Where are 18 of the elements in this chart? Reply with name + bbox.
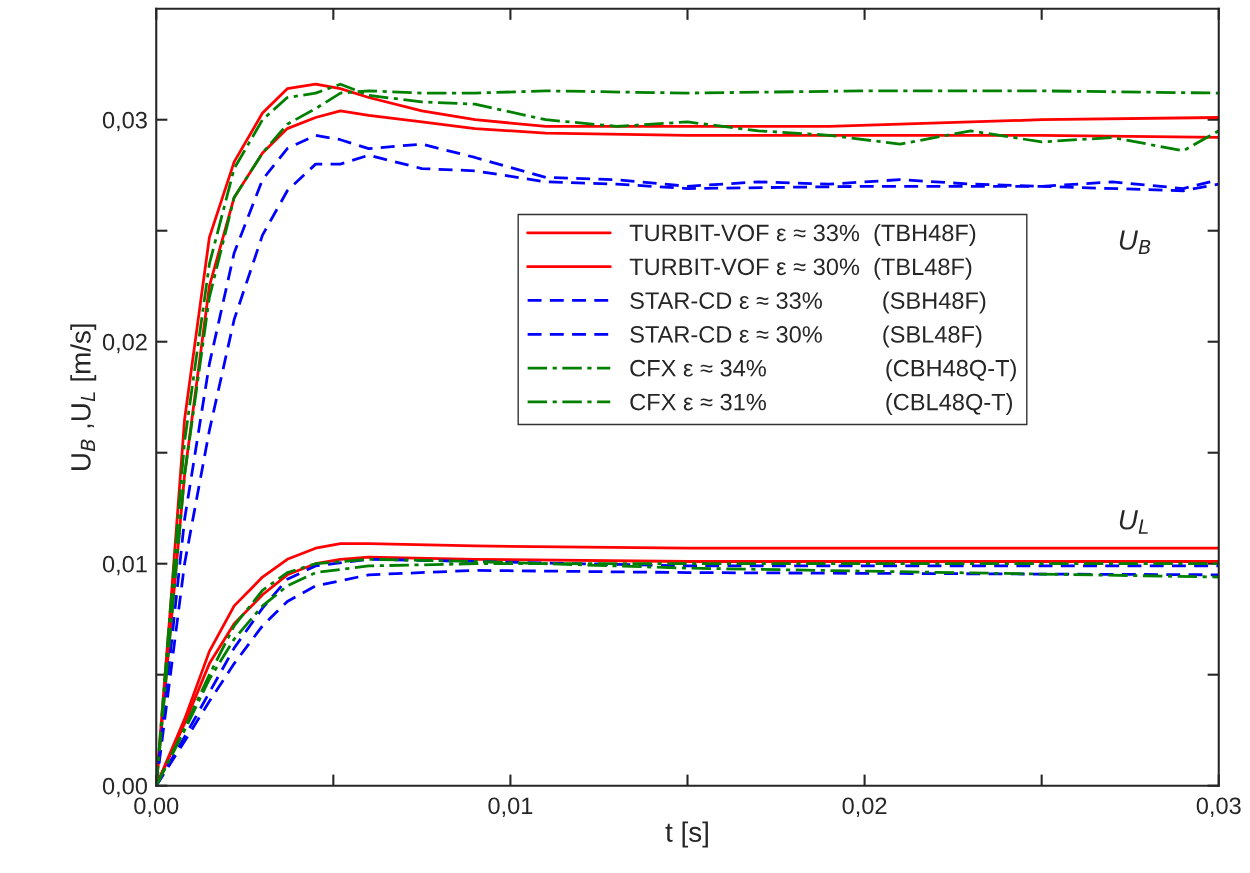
x-tick-label: 0,02 (842, 797, 887, 817)
y-tick-label: 0,00 (102, 777, 147, 798)
x-tick-label: 0,01 (488, 797, 533, 817)
y-tick-label: 0,03 (102, 111, 147, 132)
legend-label: CFX ε ≈ 31% (CBL48Q-T) (630, 393, 1012, 416)
legend-label: TURBIT-VOF ε ≈ 33% (TBH48F) (629, 223, 976, 246)
legend-label: STAR-CD ε ≈ 30% (SBL48F) (630, 325, 982, 348)
x-tick-label: 0,03 (1196, 797, 1241, 817)
legend-label: CFX ε ≈ 34% (CBH48Q-T) (630, 359, 1016, 382)
annotation: U$_{B}$ (1119, 230, 1151, 255)
legend-label: STAR-CD ε ≈ 33% (SBH48F) (630, 291, 986, 314)
annotation: U$_{L}$ (1119, 510, 1148, 534)
y-axis-title: U$_{B}$ ,U$_{L}$ [m/s] (70, 324, 97, 470)
legend-label: TURBIT-VOF ε ≈ 30% (TBL48F) (629, 257, 972, 280)
x-axis-title: t [s] (665, 821, 708, 848)
y-tick-label: 0,02 (102, 333, 147, 354)
y-tick-label: 0,01 (102, 555, 147, 576)
x-tick-label: 0,00 (134, 797, 179, 817)
